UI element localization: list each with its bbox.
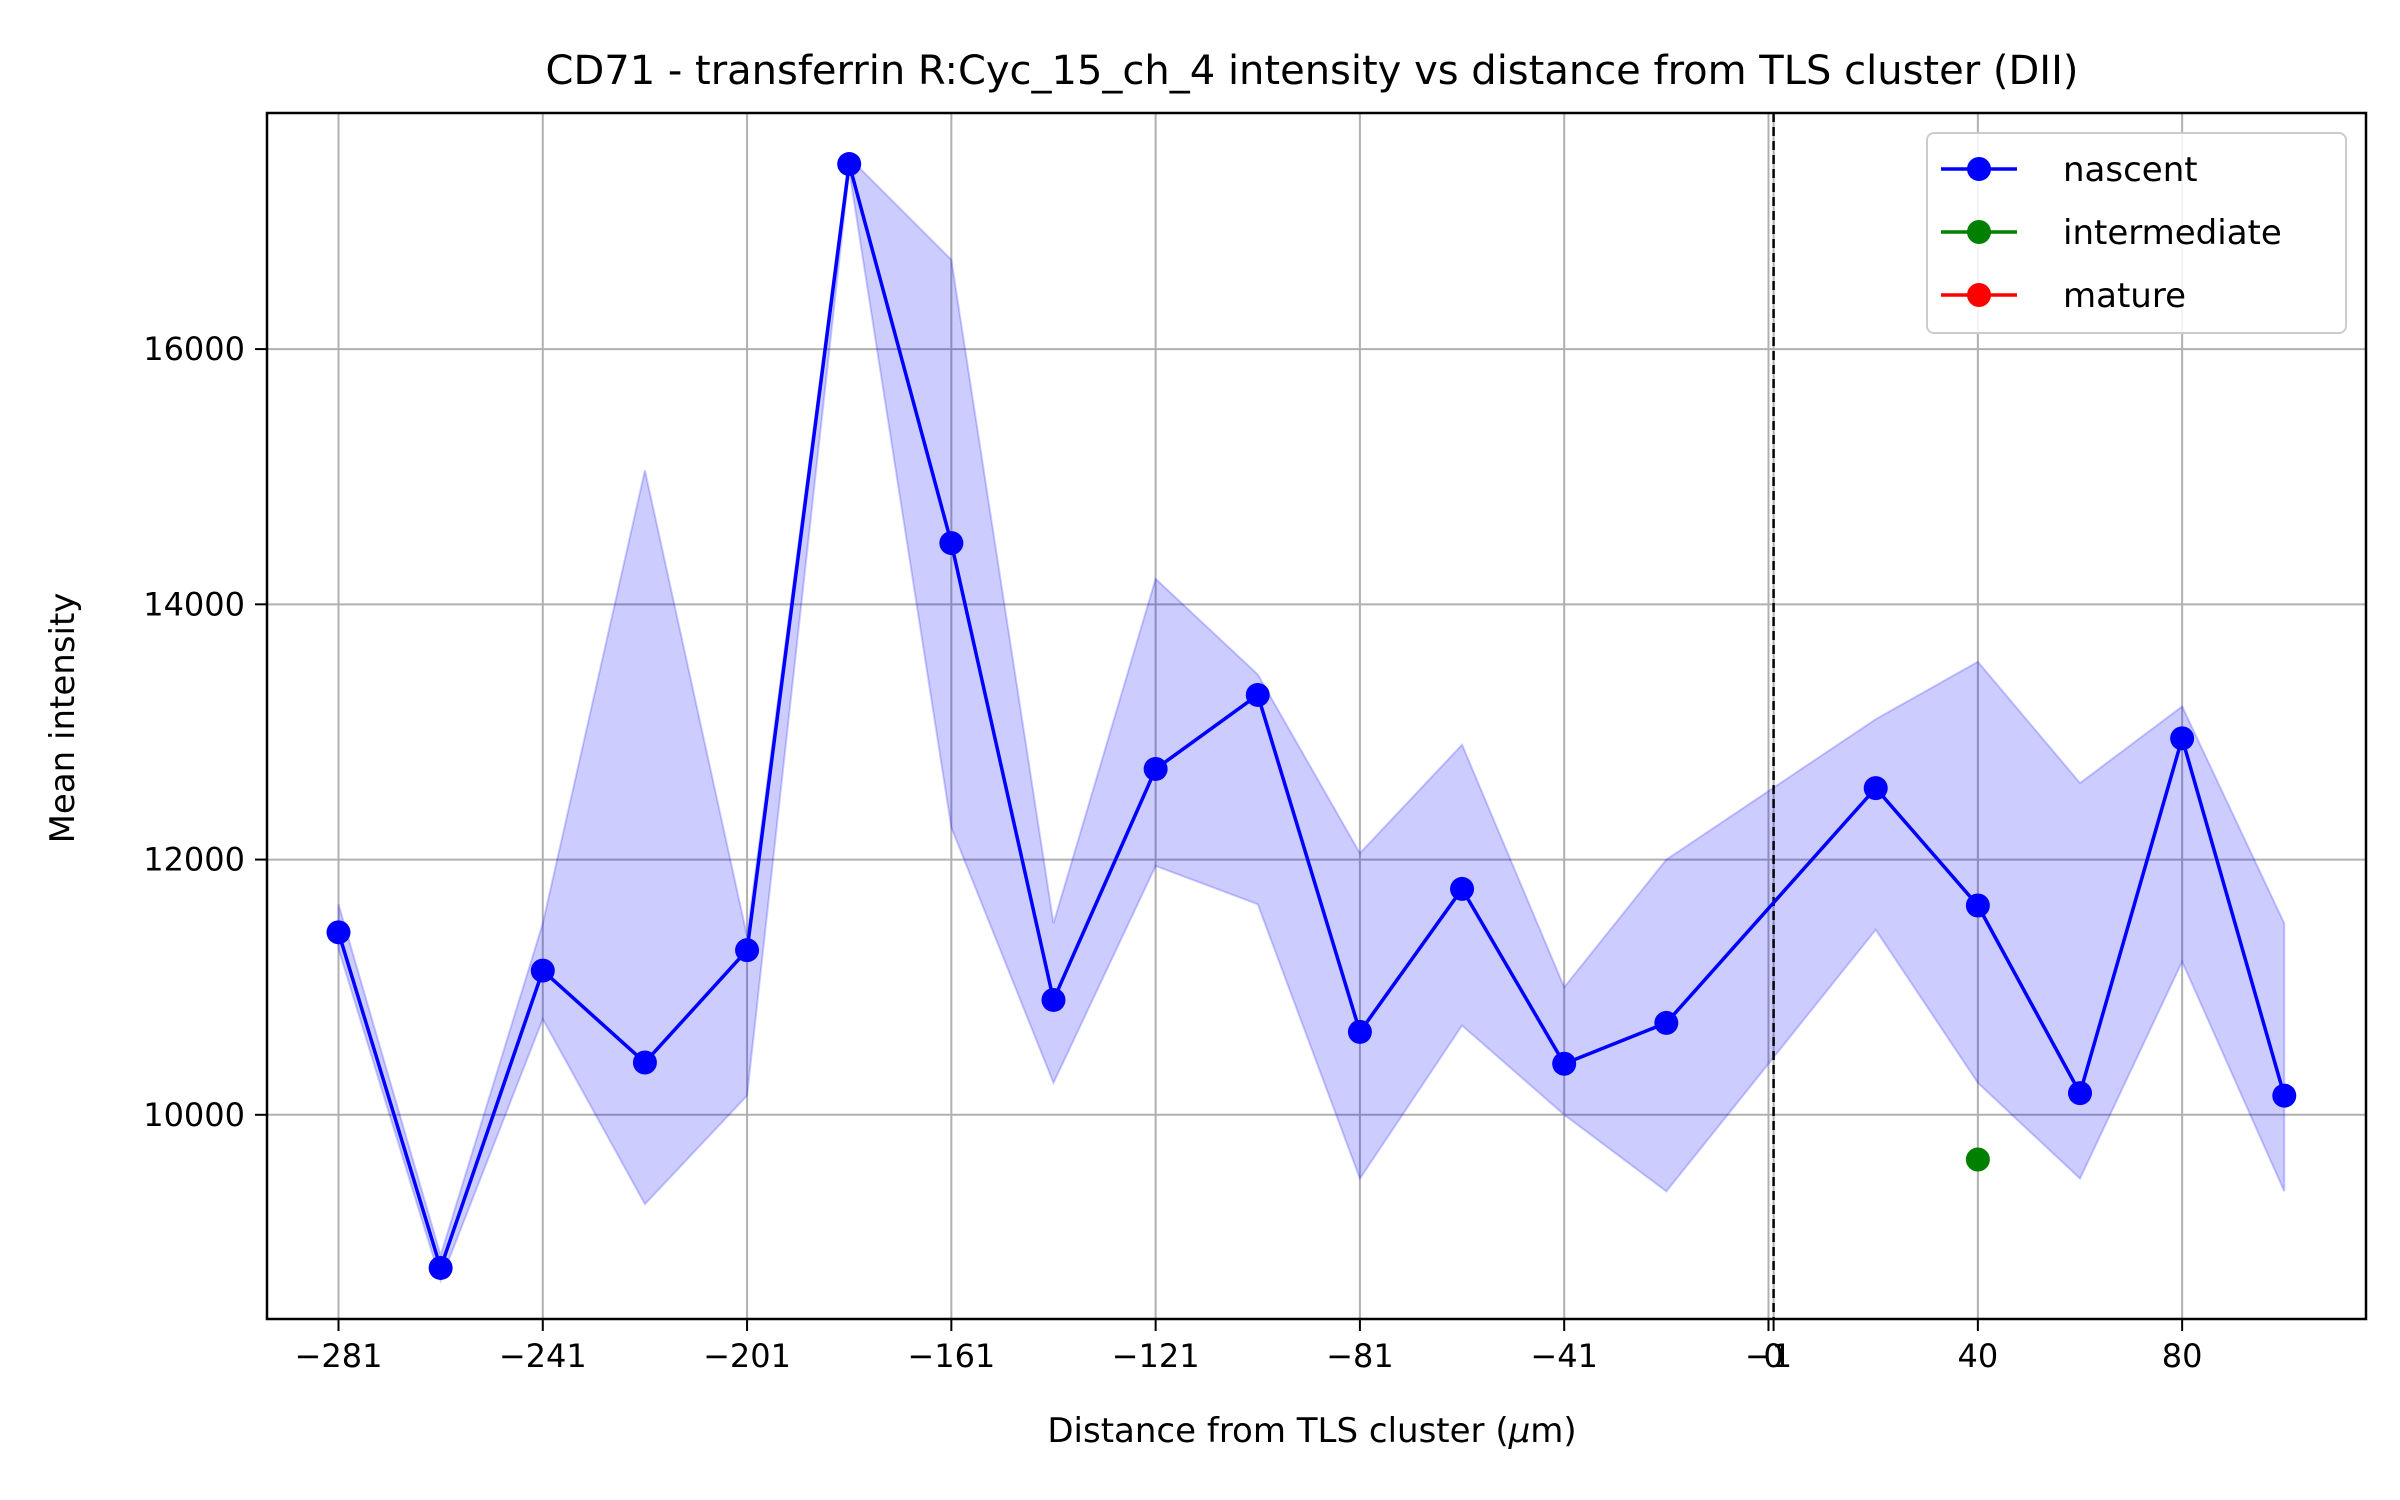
legend-box [1926,132,2347,334]
nascent-point [2272,1083,2297,1108]
x-tick-label: −41 [1530,1337,1598,1375]
chart-title: CD71 - transferrin R:Cyc_15_ch_4 intensi… [546,48,2079,94]
nascent-point [1654,1010,1679,1035]
x-tick-label: −1 [1745,1337,1792,1375]
nascent-point [1552,1051,1577,1076]
nascent-point [1965,893,1990,918]
x-tick-label: 0 [1763,1337,1783,1375]
nascent-point [939,531,964,556]
confidence-band [337,155,2286,1284]
nascent-point [1245,682,1270,707]
x-tick-label: −81 [1326,1337,1394,1375]
x-tick-label: 80 [2162,1337,2203,1375]
nascent-point [326,920,351,945]
legend-label-nascent: nascent [2063,150,2198,190]
legend-label-mature: mature [2063,276,2186,316]
nascent-point [632,1050,657,1075]
nascent-point [1347,1019,1372,1044]
nascent-point [837,152,862,177]
nascent-point [1450,876,1475,901]
legend: nascent intermediate mature [1926,132,2347,334]
y-tick-label: 12000 [143,841,245,879]
x-axis-ticks: −281 −241 −201 −161 −121 −81 −41 −10 40 80 [295,1319,2203,1375]
nascent-point [2068,1081,2093,1106]
y-tick-label: 10000 [143,1096,245,1134]
x-tick-label: −281 [295,1337,383,1375]
nascent-point [1041,987,1066,1012]
nascent-point [1863,776,1888,801]
legend-label-intermediate: intermediate [2063,213,2282,253]
series-group [326,152,2297,1280]
legend-swatch-marker [1967,283,1991,307]
y-tick-label: 16000 [143,330,245,368]
nascent-point [530,958,555,983]
y-axis-label: Mean intensity [43,593,83,844]
nascent-point [428,1255,453,1280]
nascent-band [337,155,2286,1284]
x-tick-label: −121 [1112,1337,1200,1375]
y-axis-ticks: 10000 12000 14000 16000 [143,330,267,1134]
x-axis-label-suffix: m) [1530,1411,1576,1451]
legend-swatch-marker [1967,157,1991,181]
x-axis-label-unit: μ [1508,1411,1531,1451]
plot-frame [265,111,2368,1321]
x-axis-label-prefix: Distance from TLS cluster ( [1047,1411,1508,1451]
nascent-point [735,938,760,963]
intermediate-point [1965,1147,1990,1172]
y-tick-label: 14000 [143,585,245,623]
x-tick-label: −241 [499,1337,587,1375]
x-tick-label: 40 [1958,1337,1999,1375]
axes [265,111,2368,1321]
x-tick-label: −161 [907,1337,995,1375]
nascent-point [2170,726,2195,751]
legend-swatch-marker [1967,220,1991,244]
x-axis-label: Distance from TLS cluster (μm) [1047,1411,1576,1451]
x-tick-label: −201 [703,1337,791,1375]
nascent-point [1143,756,1168,781]
